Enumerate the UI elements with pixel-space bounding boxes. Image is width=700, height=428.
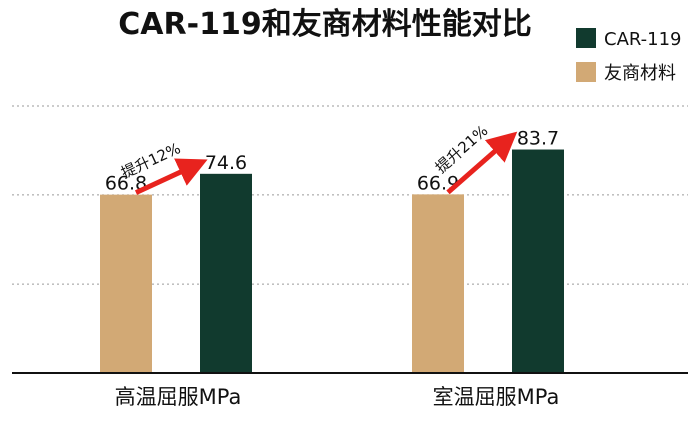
bar-car119-room-temp — [512, 149, 564, 373]
value-label-car119-high-temp: 74.6 — [205, 152, 247, 174]
value-labels: 66.874.666.983.7 — [105, 128, 559, 195]
chart-title: CAR-119和友商材料性能对比 — [118, 7, 531, 42]
legend-label-competitor: 友商材料 — [604, 63, 676, 84]
category-label-high-temp: 高温屈服MPa — [115, 385, 242, 409]
bar-car119-high-temp — [200, 173, 252, 373]
value-label-car119-room-temp: 83.7 — [517, 128, 559, 150]
value-label-competitor-high-temp: 66.8 — [105, 173, 147, 195]
legend-label-car119: CAR-119 — [604, 29, 682, 50]
increase-label-room-temp: 提升21% — [432, 122, 491, 177]
category-label-room-temp: 室温屈服MPa — [433, 385, 560, 409]
bar-competitor-high-temp — [100, 194, 152, 373]
increase-arrow-room-temp — [446, 131, 518, 195]
bar-competitor-room-temp — [412, 194, 464, 373]
legend-swatch-competitor — [576, 62, 596, 82]
legend: CAR-119 友商材料 — [576, 28, 682, 84]
bars — [100, 149, 564, 373]
legend-swatch-car119 — [576, 28, 596, 48]
increase-arrow-high-temp — [134, 158, 208, 195]
